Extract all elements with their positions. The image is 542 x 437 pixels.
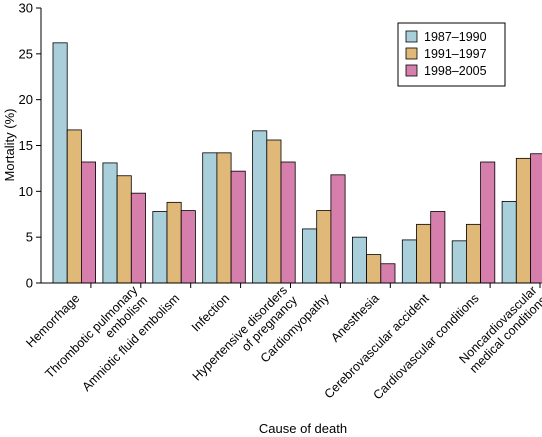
x-axis-title: Cause of death xyxy=(259,421,347,436)
x-category-label: Anesthesia xyxy=(328,291,382,345)
bar xyxy=(66,129,82,284)
legend-swatch xyxy=(405,30,418,43)
x-category-label-line: Anesthesia xyxy=(328,291,382,345)
category-group xyxy=(401,211,446,284)
category-group xyxy=(302,174,346,284)
bar xyxy=(351,236,367,284)
bar xyxy=(216,152,232,284)
category-group xyxy=(202,152,246,284)
legend-swatch xyxy=(405,47,418,60)
x-category-label: Infection xyxy=(189,291,232,334)
legend-label: 1998–2005 xyxy=(424,64,487,78)
bar xyxy=(465,223,481,284)
bar xyxy=(501,201,517,284)
bar xyxy=(280,161,296,284)
x-category-label-line: Thrombotic pulmonary xyxy=(42,283,140,381)
bar xyxy=(116,175,132,284)
category-group xyxy=(152,201,196,284)
x-category-label-line: Infection xyxy=(189,291,232,334)
y-tick-label: 30 xyxy=(19,1,33,16)
legend-swatch xyxy=(405,64,418,77)
bar xyxy=(515,157,531,284)
bar xyxy=(180,210,196,284)
bar xyxy=(430,211,446,284)
bar xyxy=(130,192,146,284)
y-tick-label: 20 xyxy=(19,92,33,107)
bar xyxy=(81,161,97,284)
bar xyxy=(480,161,496,284)
bar xyxy=(266,139,282,284)
bar xyxy=(380,263,396,284)
y-axis-title: Mortality (%) xyxy=(2,109,17,182)
bar xyxy=(416,223,432,284)
y-tick-label: 0 xyxy=(26,276,33,291)
bar xyxy=(316,210,332,284)
bar xyxy=(230,170,246,284)
bar xyxy=(302,228,318,284)
category-group xyxy=(451,161,496,284)
category-group xyxy=(501,153,542,284)
bar xyxy=(102,162,118,284)
y-tick-label: 10 xyxy=(19,184,33,199)
y-tick-label: 15 xyxy=(19,138,33,153)
legend-label: 1987–1990 xyxy=(424,30,487,44)
legend-label: 1991–1997 xyxy=(424,47,487,61)
y-tick-label: 5 xyxy=(26,230,33,245)
bar xyxy=(451,240,467,284)
bar xyxy=(366,254,382,284)
bar xyxy=(152,211,168,284)
legend: 1987–1990 1991–1997 1998–2005 xyxy=(397,22,506,87)
bar xyxy=(330,174,346,284)
y-axis: 0 5 10 15 20 25 30 xyxy=(19,1,42,291)
category-group xyxy=(252,130,296,284)
category-group xyxy=(102,162,146,284)
bar xyxy=(252,130,268,284)
bar xyxy=(530,153,542,284)
bar xyxy=(401,239,417,284)
bar xyxy=(166,201,182,284)
category-group xyxy=(52,42,97,284)
y-tick-label: 25 xyxy=(19,46,33,61)
x-category-label-line: Hypertensive disorders xyxy=(190,283,290,383)
category-group xyxy=(351,236,396,284)
bar xyxy=(202,152,218,284)
bar xyxy=(52,42,68,284)
